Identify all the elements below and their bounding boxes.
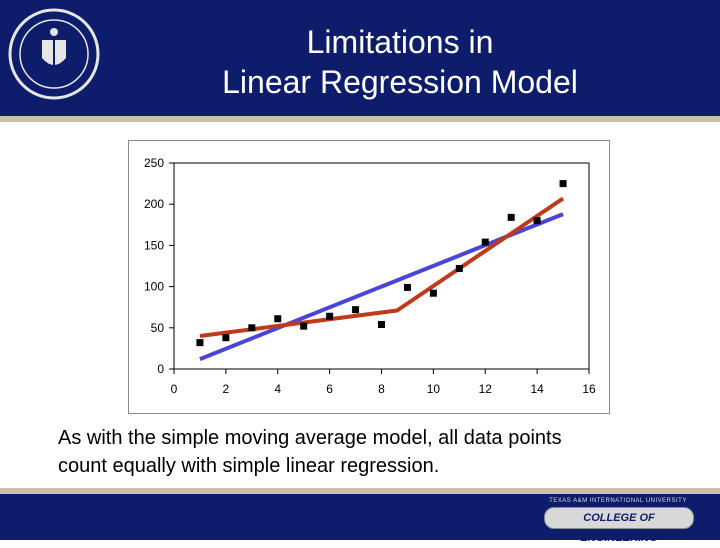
caption-line-1: As with the simple moving average model,… bbox=[58, 427, 562, 449]
college-logo-badge: COLLEGE OF ENGINEERING bbox=[544, 507, 694, 544]
data-point bbox=[378, 321, 385, 329]
x-tick-label: 10 bbox=[427, 382, 441, 396]
x-tick-label: 2 bbox=[223, 382, 230, 396]
data-point bbox=[507, 213, 515, 221]
data-point bbox=[196, 339, 204, 347]
data-point bbox=[248, 324, 256, 332]
x-tick-label: 4 bbox=[274, 382, 281, 396]
x-tick-label: 8 bbox=[378, 382, 385, 396]
chart-lines bbox=[199, 196, 565, 361]
data-point bbox=[222, 334, 230, 342]
chart-points bbox=[196, 180, 567, 347]
title-line-2: Linear Regression Model bbox=[222, 64, 578, 100]
chart-plot: 0 2 4 6 8 10 12 14 16 0 50 100 150 200 250 bbox=[144, 156, 596, 396]
data-point bbox=[455, 264, 463, 272]
plot-area-frame bbox=[173, 162, 590, 370]
data-point bbox=[403, 283, 411, 291]
x-tick-label: 0 bbox=[171, 382, 178, 396]
footer-university-name: TEXAS A&M INTERNATIONAL UNIVERSITY bbox=[549, 498, 687, 504]
y-tick-label: 0 bbox=[157, 362, 164, 376]
y-tick-label: 50 bbox=[151, 321, 165, 335]
chart-axes bbox=[169, 162, 590, 374]
y-tick-label: 150 bbox=[144, 238, 164, 252]
y-tick-label: 250 bbox=[144, 156, 164, 170]
x-tick-label: 14 bbox=[530, 382, 544, 396]
footer-rule bbox=[0, 488, 720, 494]
piecewise-fit-line bbox=[199, 196, 565, 339]
data-point bbox=[352, 306, 360, 314]
data-point bbox=[429, 289, 437, 297]
data-point bbox=[559, 180, 567, 188]
data-point bbox=[300, 322, 308, 330]
slide-title: Limitations in Linear Regression Model bbox=[120, 22, 680, 102]
regression-chart: 0 2 4 6 8 10 12 14 16 0 50 100 150 200 250 bbox=[128, 140, 610, 414]
y-tick-label: 100 bbox=[144, 280, 164, 294]
title-line-1: Limitations in bbox=[306, 24, 494, 60]
data-point bbox=[481, 238, 489, 246]
x-tick-label: 12 bbox=[479, 382, 493, 396]
x-tick-label: 16 bbox=[582, 382, 596, 396]
x-tick-labels: 0 2 4 6 8 10 12 14 16 bbox=[171, 382, 596, 396]
y-tick-label: 200 bbox=[144, 197, 164, 211]
data-point bbox=[326, 312, 334, 320]
university-seal-icon bbox=[8, 8, 100, 100]
data-point bbox=[274, 315, 282, 323]
slide-caption: As with the simple moving average model,… bbox=[58, 424, 698, 480]
data-point bbox=[533, 217, 541, 225]
header-rule bbox=[0, 116, 720, 122]
caption-line-2: count equally with simple linear regress… bbox=[58, 455, 440, 477]
x-tick-label: 6 bbox=[326, 382, 333, 396]
slide-header bbox=[0, 0, 720, 116]
y-tick-labels: 0 50 100 150 200 250 bbox=[144, 156, 164, 376]
